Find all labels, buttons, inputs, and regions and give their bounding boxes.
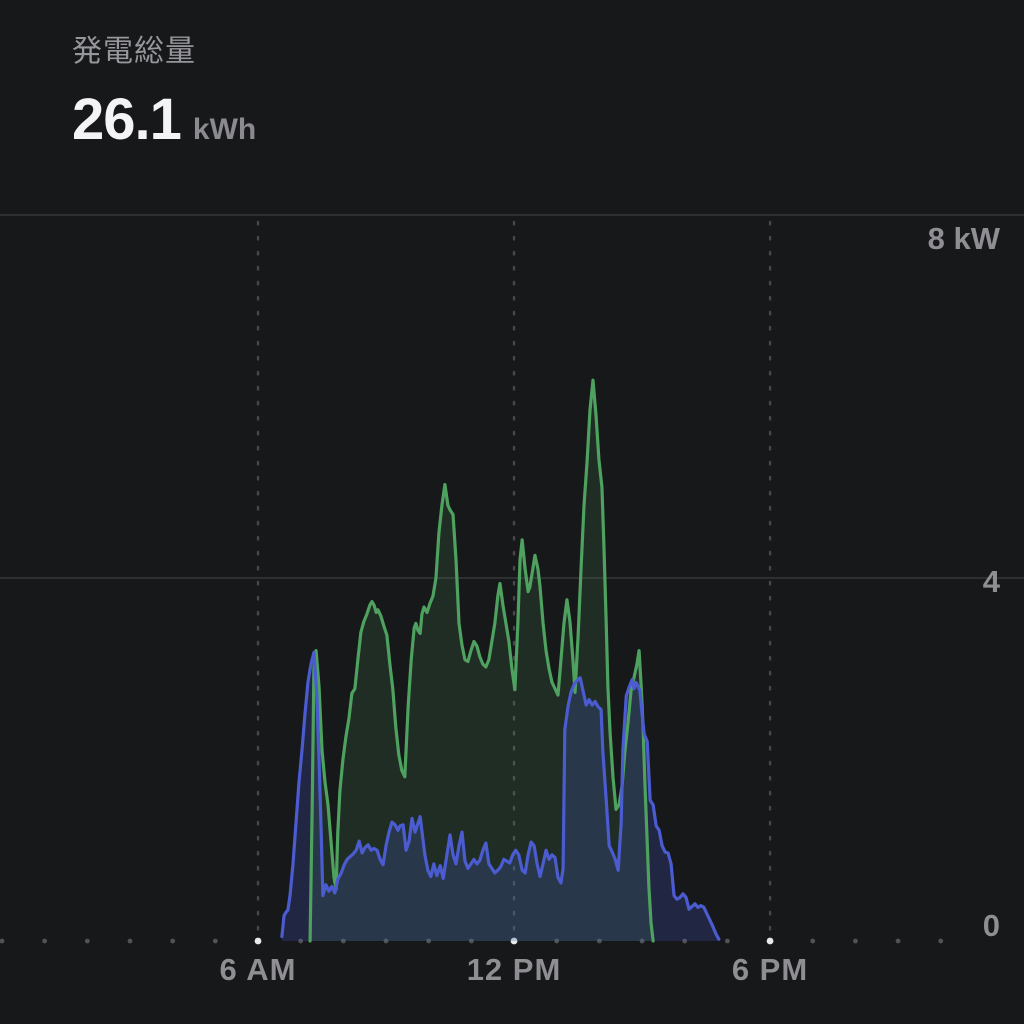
page-title: 発電総量: [72, 35, 196, 68]
y-axis-label-0: 0: [982, 908, 1000, 943]
header: 発電総量 26.1 kWh: [72, 26, 256, 153]
total-generation-value: 26.1: [72, 87, 182, 152]
y-axis-label-4: 4: [982, 564, 1000, 599]
x-axis-label-6am: 6 AM: [219, 952, 297, 987]
x-axis-label-6pm: 6 PM: [731, 952, 809, 987]
total-generation-unit: kWh: [192, 113, 257, 146]
total-generation: 26.1 kWh: [72, 86, 256, 153]
y-axis-label-8kw: 8 kW: [927, 221, 1000, 256]
x-axis-label-12pm: 12 PM: [466, 952, 562, 987]
